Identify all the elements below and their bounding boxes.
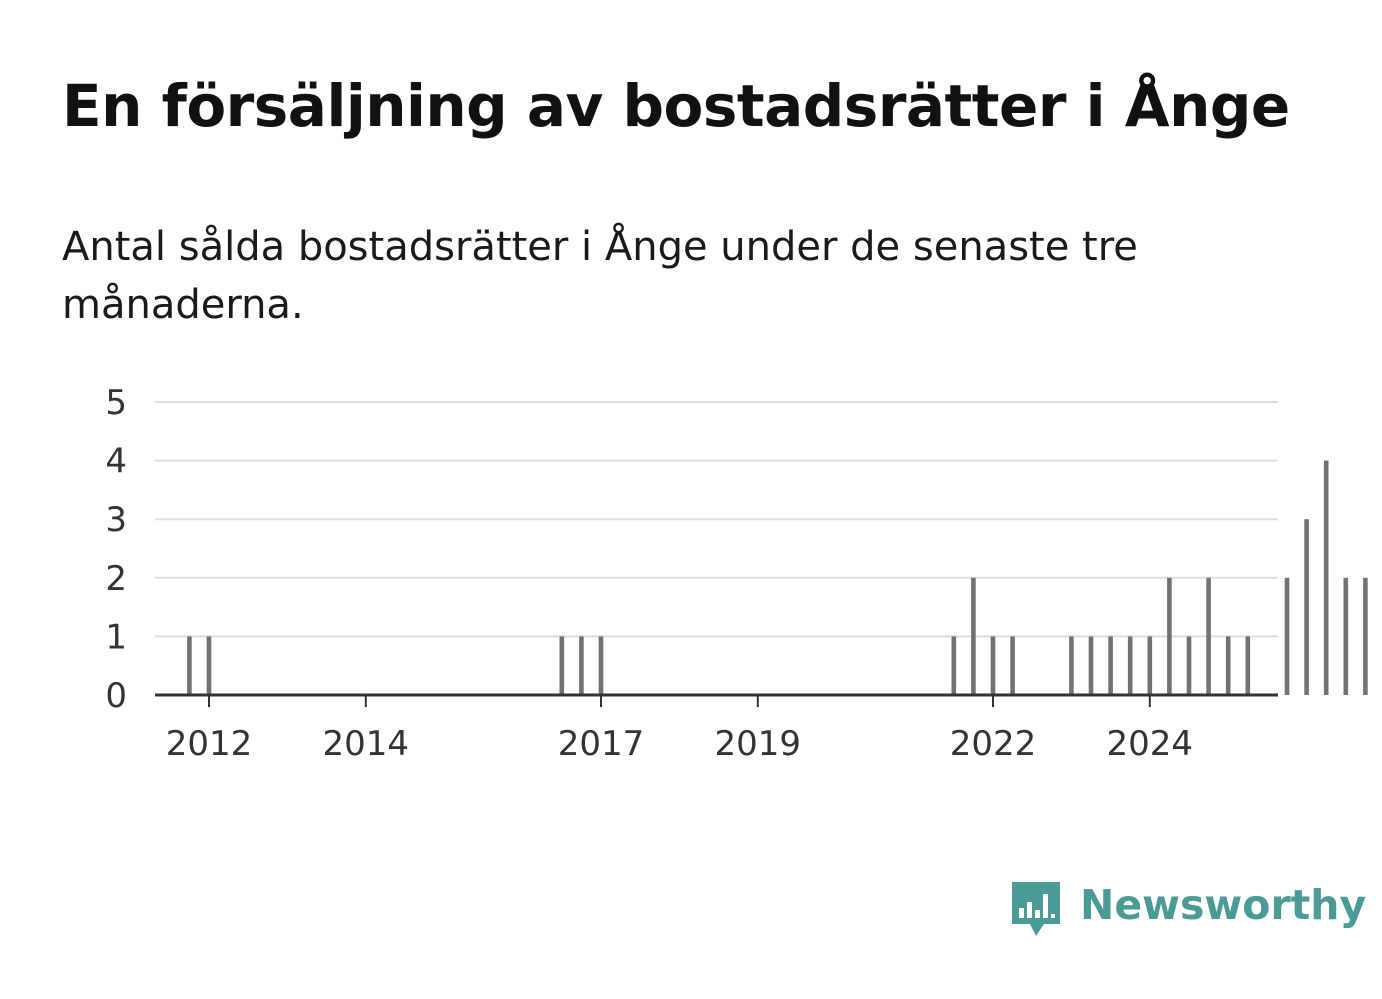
bar [1069, 636, 1074, 695]
bar [1108, 636, 1113, 695]
bar [559, 636, 565, 695]
x-tick-label: 2024 [1107, 724, 1194, 764]
y-tick-label: 3 [105, 500, 127, 540]
bar [1363, 577, 1368, 695]
y-tick-label: 5 [105, 383, 127, 423]
bar [1088, 636, 1094, 695]
y-tick-label: 0 [105, 676, 127, 716]
x-tick-label: 2014 [323, 724, 410, 764]
bar [1304, 519, 1309, 695]
bar [1323, 460, 1329, 695]
y-tick-label: 2 [105, 559, 127, 599]
bar-chart-speech-bubble-icon [1012, 882, 1060, 936]
bar [1206, 577, 1211, 695]
bar [1245, 636, 1251, 695]
x-tick-label: 2012 [166, 724, 253, 764]
bar [990, 636, 996, 695]
x-tick-label: 2022 [950, 724, 1037, 764]
bar [598, 636, 604, 695]
newsworthy-logo: Newsworthy [1010, 876, 1366, 942]
bar [187, 636, 192, 695]
bar [1167, 577, 1172, 695]
brand-name: Newsworthy [1080, 881, 1367, 929]
bar [1147, 636, 1153, 695]
chart-subtitle: Antal sålda bostadsrätter i Ånge under d… [62, 224, 1138, 328]
bar [1127, 636, 1133, 695]
bar [1284, 577, 1290, 695]
bar [1010, 636, 1015, 695]
bar [951, 636, 957, 695]
x-tick-label: 2017 [558, 724, 645, 764]
bar [579, 636, 584, 695]
bar [1225, 636, 1231, 695]
chart-title: En försäljning av bostadsrätter i Ånge [62, 72, 1290, 140]
bar [971, 577, 976, 695]
y-tick-label: 4 [105, 442, 127, 482]
bar-chart: 0123451201220142017201920222024 [105, 383, 1368, 764]
bar [1343, 577, 1349, 695]
x-tick-label: 2019 [715, 724, 802, 764]
y-tick-label: 1 [105, 617, 127, 657]
bar [206, 636, 212, 695]
bar [1186, 636, 1192, 695]
